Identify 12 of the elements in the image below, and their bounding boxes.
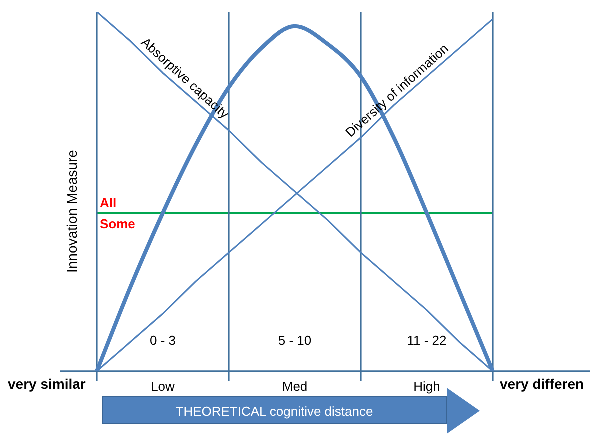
text: very similar [8, 376, 86, 392]
annotation: All [100, 195, 117, 210]
text: very differen [500, 376, 584, 392]
x-tick-label: Low [151, 378, 176, 394]
annotation: Some [100, 216, 136, 232]
annotation: 0 - 3 [148, 333, 177, 348]
x-axis-title: THEORETICAL cognitive distance [174, 404, 374, 419]
x-tick-label: High [414, 378, 440, 394]
annotation: 11 - 22 [406, 333, 448, 348]
annotation: 5 - 10 [277, 333, 313, 348]
y-axis-title: Innovation Measure [64, 150, 80, 273]
x-tick-label: Med [282, 378, 308, 394]
